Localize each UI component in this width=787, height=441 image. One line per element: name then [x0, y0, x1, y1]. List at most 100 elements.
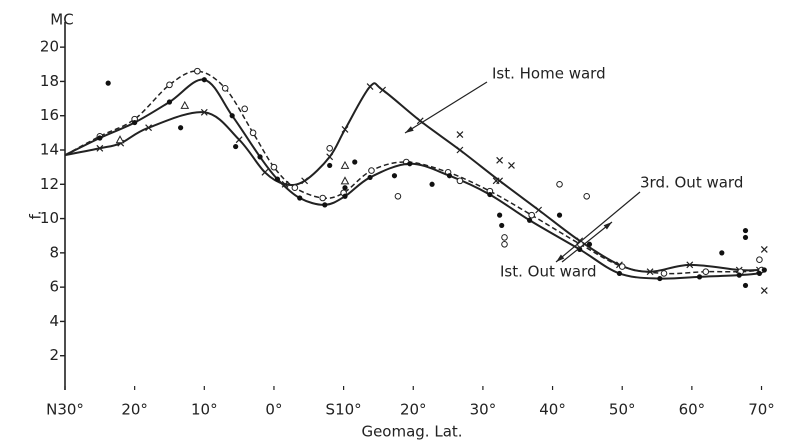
series-marker	[194, 67, 201, 75]
series-marker	[702, 268, 710, 276]
x-tick-label: N30°	[46, 401, 84, 419]
series-marker	[270, 163, 278, 171]
scatter-point	[456, 177, 464, 185]
scatter-point	[742, 227, 749, 234]
x-tick-label: 20°	[121, 401, 148, 419]
series-marker	[200, 108, 208, 116]
series-marker	[618, 263, 626, 270]
series-marker	[686, 261, 694, 269]
series-marker	[446, 173, 453, 179]
series-marker	[366, 83, 374, 90]
y-tick-label: 20	[40, 38, 59, 56]
series-marker	[341, 126, 349, 133]
label-arrow	[561, 221, 613, 263]
arrow-head	[556, 254, 565, 262]
series-marker	[166, 81, 173, 89]
y-unit: MC	[50, 11, 73, 29]
y-tick-label: 8	[49, 243, 59, 261]
scatter-point	[429, 181, 435, 187]
series-marker	[657, 275, 663, 282]
series-marker	[756, 270, 763, 277]
scatter-point	[180, 100, 190, 109]
scatter-point	[499, 222, 505, 229]
series-marker	[528, 211, 535, 219]
scatter-point	[760, 246, 768, 253]
x-tick-label: 70°	[748, 401, 775, 419]
series-line	[64, 70, 762, 275]
x-tick-label: 20°	[400, 401, 427, 419]
x-axis-label: Geomag. Lat.	[361, 423, 462, 441]
scatter-point	[501, 234, 508, 241]
scatter-point	[761, 267, 767, 273]
scatter-point	[233, 143, 239, 150]
series-marker	[368, 167, 375, 174]
series-marker	[291, 184, 299, 192]
series-marker	[261, 168, 269, 176]
series-marker	[526, 217, 533, 223]
x-tick-label: 30°	[470, 401, 497, 419]
scatter-point	[756, 256, 763, 264]
arrow-head	[603, 222, 612, 230]
series-marker	[367, 174, 373, 181]
x-tick-label: S10°	[326, 401, 362, 419]
y-tick-label: 12	[40, 175, 59, 193]
x-tick-label: 50°	[609, 401, 636, 419]
scatter-point	[497, 212, 503, 218]
series-marker	[736, 272, 742, 278]
series-marker	[301, 177, 309, 185]
series-marker	[319, 194, 327, 202]
scatter-point	[456, 131, 464, 138]
scatter-point	[760, 287, 768, 294]
series-marker	[97, 135, 103, 141]
series-marker	[297, 195, 303, 201]
series-marker	[201, 77, 207, 83]
series-marker	[379, 86, 387, 94]
label-arrow	[404, 81, 488, 134]
series-marker	[235, 136, 243, 144]
series-marker	[696, 274, 703, 280]
scatter-point	[326, 144, 333, 152]
arrow-head	[405, 126, 414, 133]
scatter-point	[586, 241, 593, 247]
scatter-point	[501, 240, 508, 248]
scatter-point	[556, 180, 563, 188]
y-tick-label: 6	[49, 278, 59, 296]
series-marker	[342, 193, 348, 199]
scatter-point	[492, 177, 500, 185]
y-tick-label: 2	[49, 346, 59, 364]
series-marker	[96, 144, 104, 152]
series-marker	[132, 119, 138, 126]
x-tick-label: 60°	[679, 401, 706, 419]
y-tick-label: 4	[49, 312, 59, 330]
series-marker	[274, 176, 281, 182]
scatter-point	[391, 173, 398, 179]
series-marker	[326, 153, 334, 161]
series-marker	[660, 270, 668, 277]
series-marker	[322, 202, 328, 208]
series-line	[64, 78, 760, 280]
y-tick-label: 18	[40, 72, 59, 90]
scatter-point	[496, 156, 504, 164]
y-tick-label: 10	[40, 209, 59, 227]
series-marker	[229, 113, 235, 119]
scatter-point	[342, 185, 348, 191]
scatter-point	[352, 159, 358, 165]
scatter-point	[340, 160, 350, 169]
y-tick-label: 16	[40, 106, 59, 124]
scatter-point	[178, 125, 184, 131]
scatter-point	[241, 105, 249, 113]
series-label: 3rd. Out ward	[640, 174, 743, 192]
scatter-point	[115, 135, 125, 144]
scatter-point	[327, 162, 333, 169]
series-marker	[166, 99, 173, 105]
series-label: Ist. Home ward	[492, 65, 606, 83]
series-marker	[249, 129, 257, 137]
scatter-point	[340, 176, 350, 185]
series-marker	[487, 191, 493, 198]
label-arrow	[555, 191, 641, 263]
scatter-point	[742, 234, 749, 241]
x-tick-label: 0°	[265, 401, 282, 419]
y-tick-label: 14	[40, 141, 59, 159]
x-tick-label: 10°	[191, 401, 218, 419]
